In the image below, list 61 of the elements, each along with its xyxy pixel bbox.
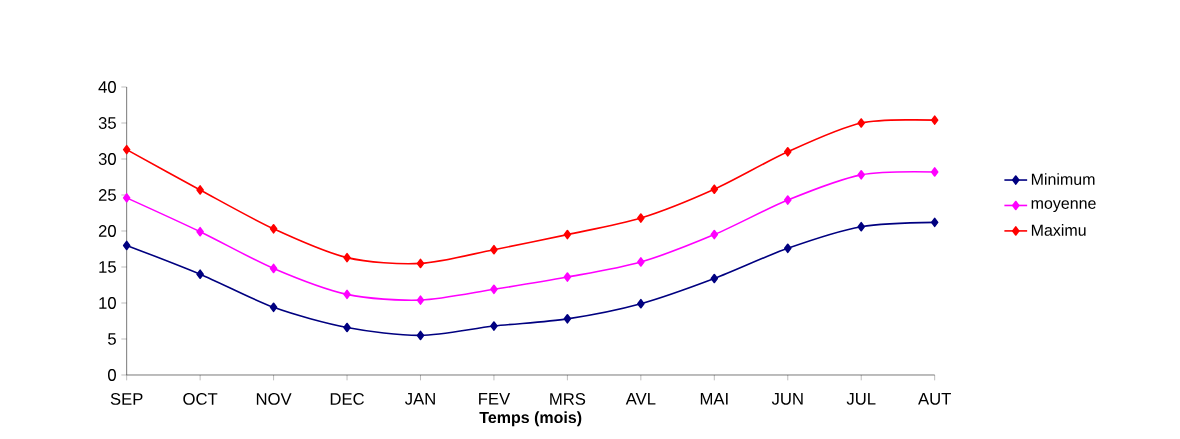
point [343, 322, 351, 333]
y-tick-label: 15 [99, 261, 116, 273]
point [930, 217, 939, 228]
point [122, 240, 131, 251]
point [343, 252, 351, 263]
y-tick-label: 35 [98, 117, 116, 129]
x-tick-label: NOV [256, 393, 292, 405]
point [196, 269, 204, 279]
point [637, 298, 645, 309]
point [343, 289, 351, 300]
y-tick-label: 20 [98, 225, 116, 237]
point [563, 229, 572, 240]
y-tick-label: 5 [108, 333, 116, 345]
point [637, 257, 645, 267]
x-tick-label: MAI [700, 393, 728, 405]
x-tick-label: DEC [330, 393, 364, 405]
point [783, 147, 792, 157]
legend-label: Maximu [1031, 224, 1086, 236]
point [930, 167, 939, 177]
y-tick-label: 10 [99, 297, 116, 309]
point [710, 184, 719, 195]
y-tick-label: 25 [98, 189, 116, 201]
x-tick-label: FEV [479, 393, 511, 405]
point [563, 272, 572, 282]
x-tick-label: JAN [405, 393, 435, 405]
point [269, 263, 278, 274]
point [563, 314, 572, 324]
x-tick-label: MRS [550, 393, 586, 405]
point [416, 295, 425, 305]
y-tick-label: 30 [98, 153, 116, 165]
point [857, 170, 866, 180]
point [196, 226, 204, 237]
point [269, 302, 278, 313]
point [930, 115, 939, 125]
point [490, 244, 498, 255]
x-tick-label: JUL [846, 393, 876, 405]
x-tick-label: AVL [625, 393, 656, 405]
point [122, 144, 131, 155]
point [416, 258, 425, 269]
point [857, 118, 866, 128]
point [783, 195, 792, 205]
x-tick-label: AUT [918, 393, 951, 405]
point [490, 284, 498, 295]
legend-label: moyenne [1031, 200, 1096, 213]
x-tick-label: OCT [183, 393, 218, 405]
point [269, 224, 278, 234]
y-tick-label: 40 [98, 81, 116, 93]
x-tick-label: SEP [110, 393, 143, 405]
point [710, 229, 719, 240]
point [783, 243, 792, 254]
point [196, 185, 204, 195]
y-tick-label: 0 [108, 369, 116, 381]
point [416, 330, 425, 341]
x-tick-label: JUN [771, 393, 803, 405]
x-axis-title: Temps (mois) [479, 411, 582, 427]
point [637, 213, 645, 223]
legend-label: Minimum [1031, 173, 1095, 185]
point [857, 221, 866, 232]
point [122, 193, 131, 203]
point [490, 321, 498, 331]
point [710, 273, 719, 284]
